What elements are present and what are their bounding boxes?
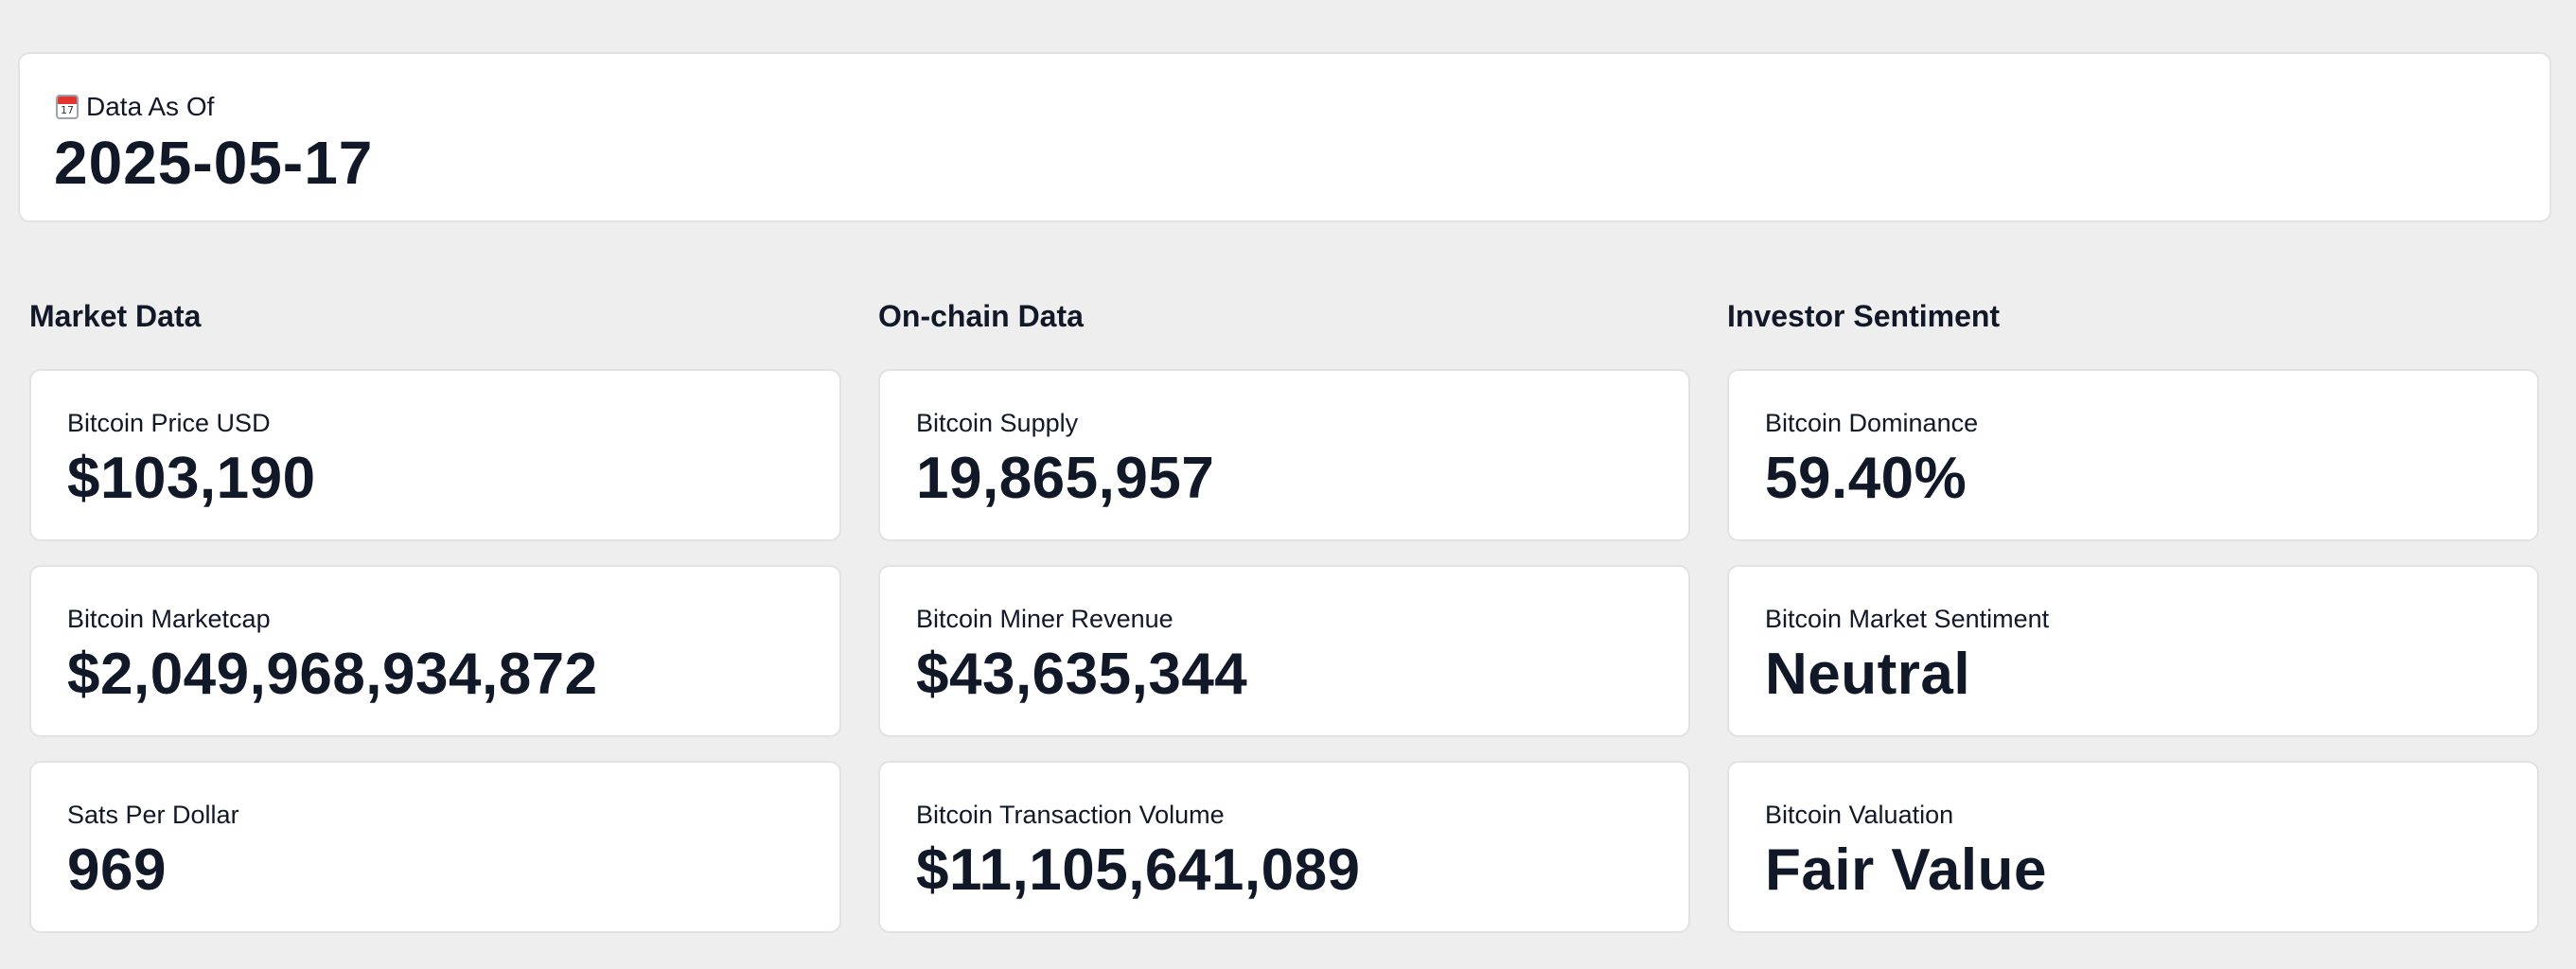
metric-card-bitcoin-valuation: Bitcoin Valuation Fair Value [1727, 761, 2539, 933]
metric-label: Bitcoin Supply [916, 409, 1079, 437]
metric-label: Bitcoin Market Sentiment [1765, 605, 2050, 633]
metric-card-bitcoin-marketcap: Bitcoin Marketcap $2,049,968,934,872 [29, 565, 841, 737]
metric-value: $103,190 [67, 446, 316, 511]
data-as-of-card: Data As Of 2025-05-17 [18, 52, 2551, 222]
section-title-investor-sentiment: Investor Sentiment [1727, 299, 2001, 333]
calendar-icon [56, 95, 79, 119]
metric-card-bitcoin-transaction-volume: Bitcoin Transaction Volume $11,105,641,0… [878, 761, 1690, 933]
metric-value: $2,049,968,934,872 [67, 642, 598, 707]
section-title-on-chain-data: On-chain Data [878, 299, 1084, 333]
metric-value: 59.40% [1765, 446, 1967, 511]
metric-value: 969 [67, 837, 167, 903]
data-as-of-label: Data As Of [86, 92, 215, 121]
metric-card-bitcoin-dominance: Bitcoin Dominance 59.40% [1727, 369, 2539, 541]
metric-label: Bitcoin Price USD [67, 409, 271, 437]
data-as-of-date: 2025-05-17 [54, 129, 374, 197]
metric-label: Bitcoin Dominance [1765, 409, 1979, 437]
metric-card-bitcoin-miner-revenue: Bitcoin Miner Revenue $43,635,344 [878, 565, 1690, 737]
metric-card-bitcoin-supply: Bitcoin Supply 19,865,957 [878, 369, 1690, 541]
metric-label: Sats Per Dollar [67, 801, 239, 829]
metric-label: Bitcoin Transaction Volume [916, 801, 1225, 829]
metric-label: Bitcoin Marketcap [67, 605, 271, 633]
metric-label: Bitcoin Valuation [1765, 801, 1954, 829]
data-as-of-label-row: Data As Of [56, 94, 214, 120]
metric-card-bitcoin-price: Bitcoin Price USD $103,190 [29, 369, 841, 541]
metric-card-bitcoin-market-sentiment: Bitcoin Market Sentiment Neutral [1727, 565, 2539, 737]
metric-value: $11,105,641,089 [916, 837, 1361, 903]
metric-label: Bitcoin Miner Revenue [916, 605, 1173, 633]
metric-value: $43,635,344 [916, 642, 1248, 707]
metric-value: 19,865,957 [916, 446, 1215, 511]
metric-value: Fair Value [1765, 837, 2047, 903]
section-title-market-data: Market Data [29, 299, 202, 333]
metric-card-sats-per-dollar: Sats Per Dollar 969 [29, 761, 841, 933]
metric-value: Neutral [1765, 642, 1971, 707]
